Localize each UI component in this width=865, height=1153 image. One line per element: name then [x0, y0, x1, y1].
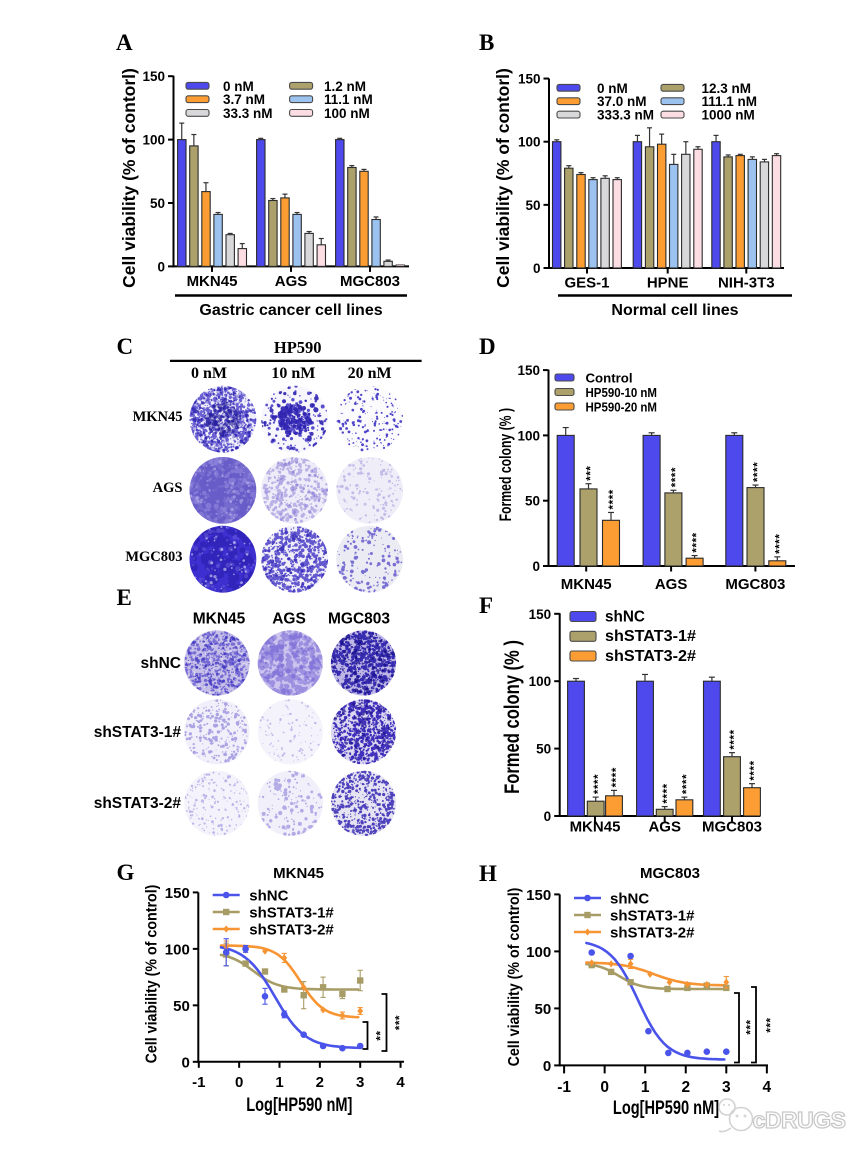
svg-text:MGC803: MGC803	[725, 576, 785, 593]
svg-text:150: 150	[518, 72, 541, 87]
svg-text:0: 0	[157, 259, 165, 274]
svg-text:0 nM: 0 nM	[191, 365, 227, 382]
svg-text:Control: Control	[586, 370, 633, 385]
svg-text:Cell viability (% of contorl): Cell viability (% of contorl)	[119, 68, 139, 288]
svg-text:Cell viability (% of contorl): Cell viability (% of contorl)	[493, 68, 513, 288]
svg-text:MKN45: MKN45	[187, 273, 238, 290]
svg-text:***: ***	[586, 465, 598, 480]
svg-text:****: ****	[774, 534, 786, 554]
svg-text:B: B	[479, 30, 494, 55]
svg-text:100: 100	[518, 135, 541, 150]
svg-text:HP590-10 nM: HP590-10 nM	[586, 385, 658, 400]
svg-text:50: 50	[150, 196, 165, 211]
svg-text:1.2 nM: 1.2 nM	[324, 79, 366, 94]
svg-text:MKN45: MKN45	[133, 409, 183, 425]
svg-text:333.3 nM: 333.3 nM	[597, 108, 654, 123]
svg-text:shSTAT3-2#: shSTAT3-2#	[94, 795, 182, 812]
svg-text:C: C	[117, 334, 134, 359]
svg-text:A: A	[116, 30, 133, 55]
svg-text:0: 0	[532, 559, 540, 574]
svg-text:****: ****	[692, 532, 704, 552]
svg-text:MKN45: MKN45	[561, 576, 612, 593]
svg-text:Normal cell lines: Normal cell lines	[611, 302, 738, 319]
svg-text:shSTAT3-1#: shSTAT3-1#	[94, 724, 182, 741]
svg-text:0 nM: 0 nM	[223, 79, 254, 94]
svg-text:****: ****	[671, 467, 683, 487]
svg-text:37.0 nM: 37.0 nM	[597, 94, 647, 109]
svg-text:1000 nM: 1000 nM	[702, 108, 755, 123]
svg-text:AGS: AGS	[655, 576, 688, 593]
svg-text:150: 150	[517, 363, 540, 378]
svg-text:0: 0	[533, 261, 541, 276]
svg-text:AGS: AGS	[272, 611, 306, 628]
svg-text:3.7 nM: 3.7 nM	[223, 92, 265, 107]
svg-text:HP590-20 nM: HP590-20 nM	[586, 399, 658, 414]
svg-text:shNC: shNC	[141, 655, 181, 672]
svg-text:NIH-3T3: NIH-3T3	[718, 275, 775, 292]
svg-text:****: ****	[608, 489, 620, 509]
svg-text:20 nM: 20 nM	[348, 365, 392, 382]
svg-text:****: ****	[753, 462, 765, 482]
svg-text:Gastric cancer cell lines: Gastric cancer cell lines	[199, 302, 382, 319]
svg-text:AGS: AGS	[153, 480, 183, 496]
svg-text:12.3 nM: 12.3 nM	[702, 81, 752, 96]
svg-text:D: D	[479, 334, 496, 359]
svg-text:111.1 nM: 111.1 nM	[702, 94, 758, 109]
svg-text:HPNE: HPNE	[647, 275, 689, 292]
svg-text:11.1 nM: 11.1 nM	[324, 92, 373, 107]
svg-text:150: 150	[142, 69, 165, 84]
svg-text:100: 100	[142, 133, 165, 148]
svg-text:50: 50	[525, 198, 540, 213]
svg-text:0 nM: 0 nM	[597, 81, 628, 96]
svg-text:AGS: AGS	[275, 273, 308, 290]
svg-text:50: 50	[525, 494, 540, 509]
svg-text:100 nM: 100 nM	[324, 106, 370, 121]
svg-text:HP590: HP590	[274, 338, 322, 357]
svg-text:MGC803: MGC803	[125, 549, 182, 565]
svg-text:MGC803: MGC803	[340, 273, 400, 290]
svg-text:MKN45: MKN45	[193, 611, 246, 628]
svg-text:33.3 nM: 33.3 nM	[223, 106, 273, 121]
svg-text:Formed colony (% ): Formed colony (% )	[497, 408, 515, 522]
svg-text:E: E	[117, 585, 132, 610]
svg-text:10 nM: 10 nM	[271, 365, 315, 382]
svg-text:100: 100	[517, 428, 540, 443]
svg-text:GES-1: GES-1	[564, 275, 609, 292]
svg-text:MGC803: MGC803	[328, 611, 390, 628]
